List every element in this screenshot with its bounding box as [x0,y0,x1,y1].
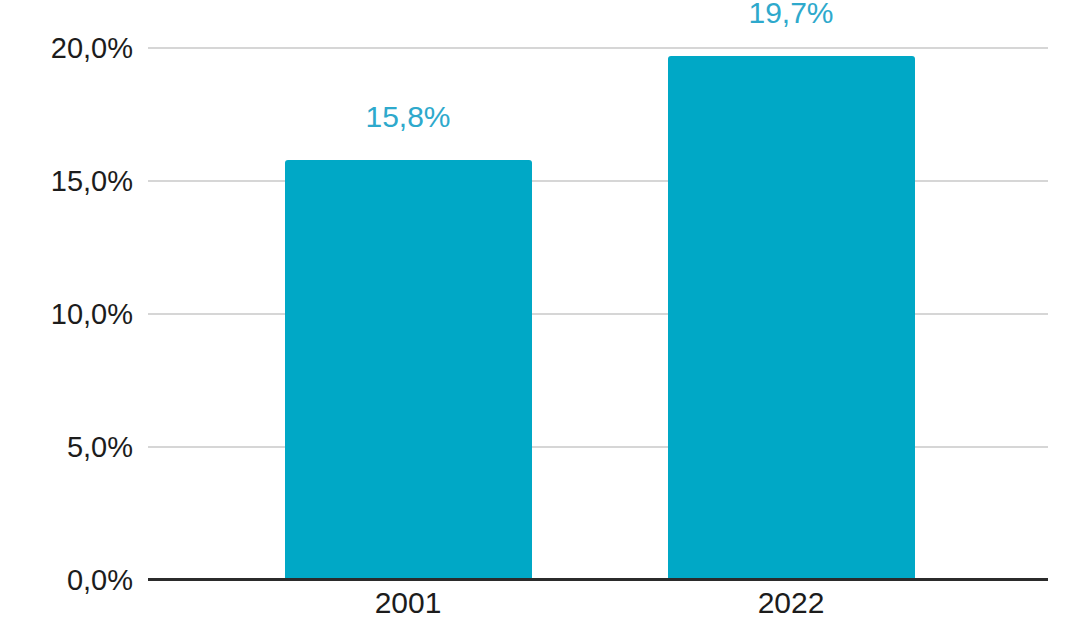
x-axis-category-label: 2022 [681,588,901,618]
y-axis-tick-label: 15,0% [0,164,133,198]
y-axis-tick-label: 20,0% [0,31,133,65]
chart-canvas: 0,0% 5,0% 10,0% 15,0% 20,0% 15,8% 2001 19,7% 202… [0,0,1076,644]
bar-value-label: 19,7% [681,0,901,28]
x-axis-category-label: 2001 [298,588,518,618]
y-axis-tick-label: 10,0% [0,297,133,331]
y-axis-tick-label: 0,0% [0,563,133,597]
bar-2001 [285,160,532,580]
gridline [148,47,1048,49]
bar-2022 [668,56,915,580]
bar-value-label: 15,8% [298,102,518,132]
y-axis-tick-label: 5,0% [0,430,133,464]
x-axis-line [148,578,1048,581]
bar-chart: 0,0% 5,0% 10,0% 15,0% 20,0% 15,8% 2001 19,7% 202… [0,0,1076,644]
